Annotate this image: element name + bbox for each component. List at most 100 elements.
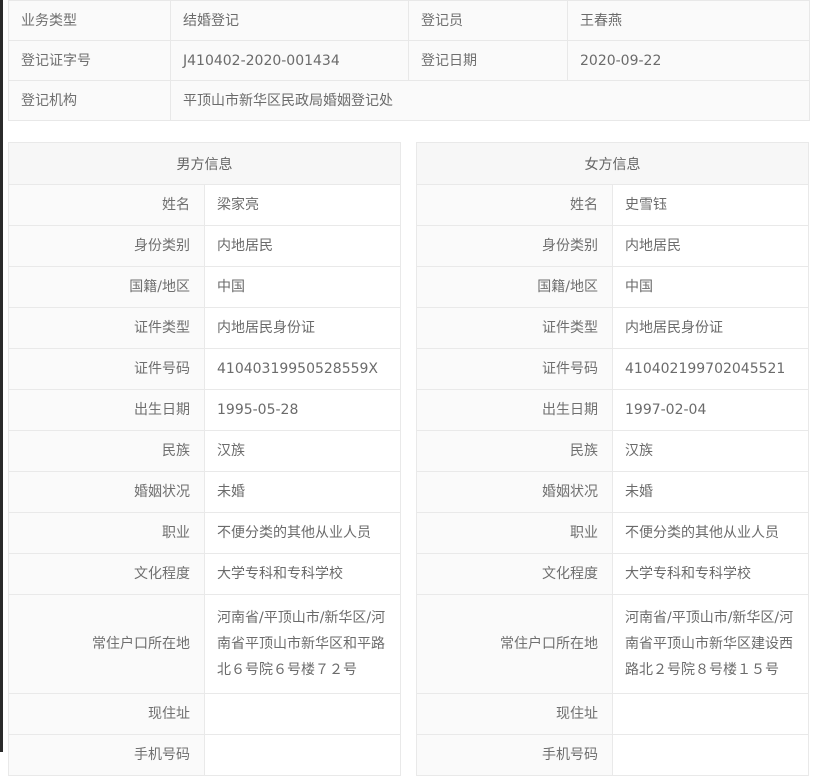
field-label: 现住址 <box>8 693 205 735</box>
field-value: 不便分类的其他从业人员 <box>612 512 809 554</box>
field-label: 证件号码 <box>416 348 613 390</box>
male-card-title: 男方信息 <box>8 142 401 185</box>
field-value: 史雪钰 <box>612 184 809 226</box>
field-value: 汉族 <box>204 430 401 472</box>
field-value: 梁家亮 <box>204 184 401 226</box>
field-value: 41040319950528559X <box>204 348 401 390</box>
field-row: 手机号码 <box>416 734 809 776</box>
field-value: 1997-02-04 <box>612 389 809 431</box>
summary-value: 王春燕 <box>567 0 810 41</box>
field-label: 出生日期 <box>416 389 613 431</box>
party-information-section: 男方信息 姓名 梁家亮 身份类别 内地居民 国籍/地区 中国 证件类型 内地居民身份证 证件号码… <box>8 142 809 776</box>
field-value <box>204 693 401 735</box>
field-value <box>612 734 809 776</box>
field-row: 文化程度 大学专科和专科学校 <box>8 553 401 595</box>
field-label: 国籍/地区 <box>8 266 205 308</box>
field-row: 姓名 史雪钰 <box>416 184 809 226</box>
field-label: 姓名 <box>8 184 205 226</box>
field-row: 国籍/地区 中国 <box>416 266 809 308</box>
field-label: 常住户口所在地 <box>8 594 205 694</box>
field-label: 职业 <box>8 512 205 554</box>
field-value: 中国 <box>612 266 809 308</box>
field-row: 职业 不便分类的其他从业人员 <box>416 512 809 554</box>
male-information-card: 男方信息 姓名 梁家亮 身份类别 内地居民 国籍/地区 中国 证件类型 内地居民身份证 证件号码… <box>8 142 401 776</box>
field-row: 国籍/地区 中国 <box>8 266 401 308</box>
field-row: 婚姻状况 未婚 <box>416 471 809 513</box>
summary-label: 登记机构 <box>8 80 171 121</box>
field-label: 证件类型 <box>8 307 205 349</box>
field-value: 410402199702045521 <box>612 348 809 390</box>
field-label: 身份类别 <box>8 225 205 267</box>
field-label: 婚姻状况 <box>8 471 205 513</box>
field-value: 1995-05-28 <box>204 389 401 431</box>
field-row: 出生日期 1997-02-04 <box>416 389 809 431</box>
summary-label: 业务类型 <box>8 0 171 41</box>
summary-label: 登记员 <box>408 0 568 41</box>
field-row: 身份类别 内地居民 <box>8 225 401 267</box>
field-label: 手机号码 <box>8 734 205 776</box>
field-value: 未婚 <box>612 471 809 513</box>
field-row: 现住址 <box>8 693 401 735</box>
field-label: 婚姻状况 <box>416 471 613 513</box>
field-value: 内地居民身份证 <box>612 307 809 349</box>
field-row: 证件类型 内地居民身份证 <box>416 307 809 349</box>
field-row: 职业 不便分类的其他从业人员 <box>8 512 401 554</box>
summary-row: 业务类型 结婚登记 登记员 王春燕 <box>8 0 810 41</box>
summary-row: 登记证字号 J410402-2020-001434 登记日期 2020-09-22 <box>8 40 810 81</box>
field-value: 内地居民身份证 <box>204 307 401 349</box>
summary-value: 2020-09-22 <box>567 40 810 81</box>
field-row: 现住址 <box>416 693 809 735</box>
field-row: 常住户口所在地 河南省/平顶山市/新华区/河南省平顶山市新华区建设西路北２号院８号… <box>416 594 809 694</box>
field-value: 大学专科和专科学校 <box>204 553 401 595</box>
field-label: 证件类型 <box>416 307 613 349</box>
field-row: 出生日期 1995-05-28 <box>8 389 401 431</box>
marriage-registration-page: 业务类型 结婚登记 登记员 王春燕 登记证字号 J410402-2020-001434 登记… <box>8 0 810 776</box>
field-value: 汉族 <box>612 430 809 472</box>
field-label: 民族 <box>416 430 613 472</box>
field-row: 婚姻状况 未婚 <box>8 471 401 513</box>
field-value: 内地居民 <box>612 225 809 267</box>
field-label: 现住址 <box>416 693 613 735</box>
field-label: 出生日期 <box>8 389 205 431</box>
field-value: 内地居民 <box>204 225 401 267</box>
female-card-title: 女方信息 <box>416 142 809 185</box>
field-value: 未婚 <box>204 471 401 513</box>
field-value: 河南省/平顶山市/新华区/河南省平顶山市新华区建设西路北２号院８号楼１５号 <box>612 594 809 694</box>
summary-value: 结婚登记 <box>170 0 409 41</box>
summary-label: 登记证字号 <box>8 40 171 81</box>
field-label: 身份类别 <box>416 225 613 267</box>
field-row: 民族 汉族 <box>8 430 401 472</box>
field-row: 常住户口所在地 河南省/平顶山市/新华区/河南省平顶山市新华区和平路北６号院６号楼… <box>8 594 401 694</box>
field-label: 手机号码 <box>416 734 613 776</box>
summary-label: 登记日期 <box>408 40 568 81</box>
field-row: 姓名 梁家亮 <box>8 184 401 226</box>
field-label: 民族 <box>8 430 205 472</box>
left-edge-strip <box>0 0 3 752</box>
field-label: 国籍/地区 <box>416 266 613 308</box>
field-label: 文化程度 <box>416 553 613 595</box>
field-label: 证件号码 <box>8 348 205 390</box>
registration-summary-table: 业务类型 结婚登记 登记员 王春燕 登记证字号 J410402-2020-001434 登记… <box>8 0 810 121</box>
field-row: 证件号码 41040319950528559X <box>8 348 401 390</box>
field-value: 河南省/平顶山市/新华区/河南省平顶山市新华区和平路北６号院６号楼７２号 <box>204 594 401 694</box>
summary-value: 平顶山市新华区民政局婚姻登记处 <box>170 80 810 121</box>
registration-summary-section: 业务类型 结婚登记 登记员 王春燕 登记证字号 J410402-2020-001434 登记… <box>8 0 810 121</box>
field-row: 文化程度 大学专科和专科学校 <box>416 553 809 595</box>
field-label: 常住户口所在地 <box>416 594 613 694</box>
field-row: 民族 汉族 <box>416 430 809 472</box>
summary-value: J410402-2020-001434 <box>170 40 409 81</box>
field-value: 不便分类的其他从业人员 <box>204 512 401 554</box>
field-label: 文化程度 <box>8 553 205 595</box>
summary-row: 登记机构 平顶山市新华区民政局婚姻登记处 <box>8 80 810 121</box>
field-value: 中国 <box>204 266 401 308</box>
field-value: 大学专科和专科学校 <box>612 553 809 595</box>
field-label: 职业 <box>416 512 613 554</box>
field-label: 姓名 <box>416 184 613 226</box>
male-information-table: 男方信息 姓名 梁家亮 身份类别 内地居民 国籍/地区 中国 证件类型 内地居民身份证 证件号码… <box>8 142 401 776</box>
female-information-table: 女方信息 姓名 史雪钰 身份类别 内地居民 国籍/地区 中国 证件类型 内地居民身份证 证件号码… <box>416 142 809 776</box>
field-row: 身份类别 内地居民 <box>416 225 809 267</box>
field-value <box>612 693 809 735</box>
field-value <box>204 734 401 776</box>
field-row: 手机号码 <box>8 734 401 776</box>
female-information-card: 女方信息 姓名 史雪钰 身份类别 内地居民 国籍/地区 中国 证件类型 内地居民身份证 证件号码… <box>416 142 809 776</box>
